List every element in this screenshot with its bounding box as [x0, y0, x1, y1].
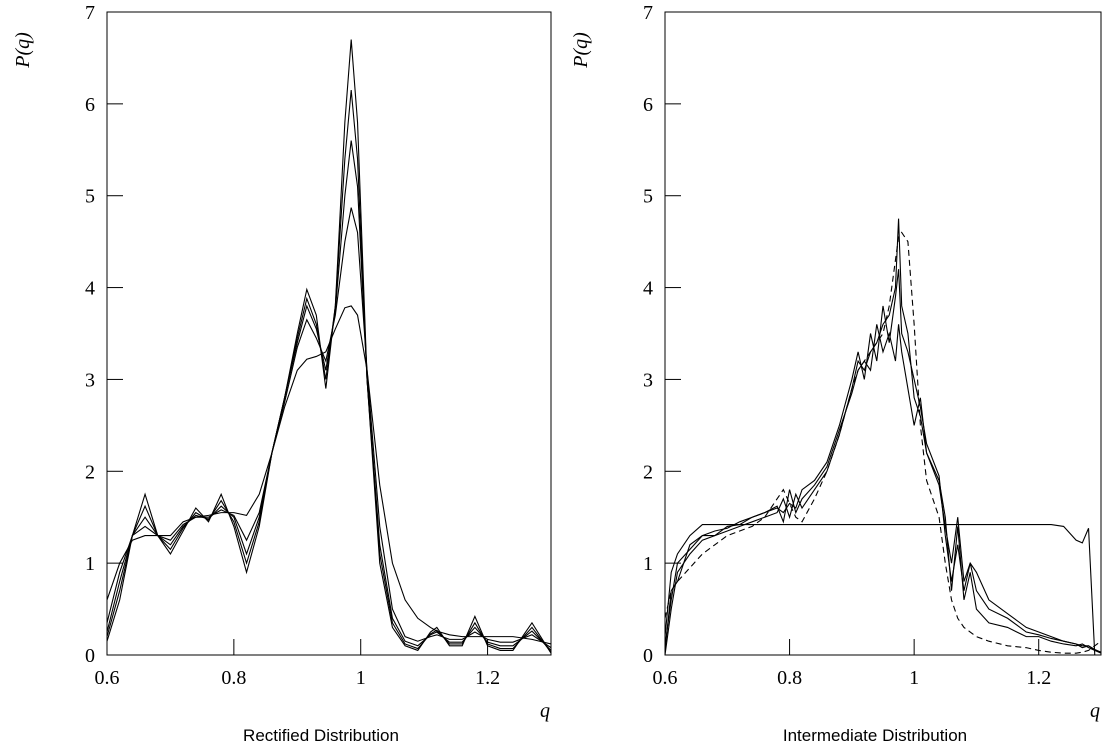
- series-line: [665, 231, 1101, 654]
- x-tick-label: 1.2: [475, 667, 500, 689]
- lines: [107, 39, 551, 654]
- y-tick-label: 3: [85, 369, 95, 391]
- x-tick-label: 0.6: [653, 667, 678, 689]
- y-tick-label: 4: [85, 278, 95, 300]
- y-tick-label: 2: [643, 461, 653, 483]
- series-line: [665, 269, 1101, 653]
- series-line: [107, 207, 551, 649]
- x-tick-label: 1: [356, 667, 366, 689]
- y-tick-label: 7: [643, 2, 653, 24]
- y-tick-label: 6: [643, 94, 653, 116]
- y-tick-label: 1: [643, 553, 653, 575]
- y-tick-label: 6: [85, 94, 95, 116]
- x-tick-label: 0.8: [221, 667, 246, 689]
- panel: 0 1 2 3 4 5 6 7 0.6 0.8 1 1.2 P(q) q Intermediate Dist…: [570, 2, 1102, 745]
- y-tick-label: 7: [85, 2, 95, 24]
- x-tick-label: 0.8: [777, 667, 802, 689]
- y-axis-label: P(q): [12, 32, 34, 69]
- x-axis-label: q: [540, 700, 550, 722]
- panel: 0 1 2 3 4 5 6 7 0.6 0.8 1 1.2 P(q) q Rectified Distrib…: [12, 2, 552, 745]
- series-line: [107, 90, 551, 653]
- series-line: [107, 305, 551, 645]
- x-axis-label: q: [1090, 700, 1100, 722]
- y-tick-label: 1: [85, 553, 95, 575]
- plot-frame: [664, 11, 1102, 656]
- series-line: [665, 524, 1101, 655]
- y-tick-label: 2: [85, 461, 95, 483]
- y-tick-label: 3: [643, 369, 653, 391]
- x-tick-label: 1.2: [1026, 667, 1051, 689]
- y-tick-label: 5: [85, 186, 95, 208]
- series-line: [665, 218, 1101, 655]
- x-tick-label: 1: [909, 667, 919, 689]
- caption: Rectified Distribution: [243, 726, 399, 745]
- plot-frame: [106, 11, 552, 656]
- y-axis-label: P(q): [570, 32, 592, 69]
- caption: Intermediate Distribution: [783, 726, 967, 745]
- series-line: [665, 324, 1101, 654]
- x-tick-label: 0.6: [95, 667, 120, 689]
- y-tick-label: 5: [643, 186, 653, 208]
- y-tick-label: 0: [85, 645, 95, 667]
- series-line: [107, 39, 551, 654]
- lines: [665, 218, 1101, 655]
- y-tick-label: 4: [643, 278, 653, 300]
- y-tick-label: 0: [643, 645, 653, 667]
- series-line: [107, 140, 551, 651]
